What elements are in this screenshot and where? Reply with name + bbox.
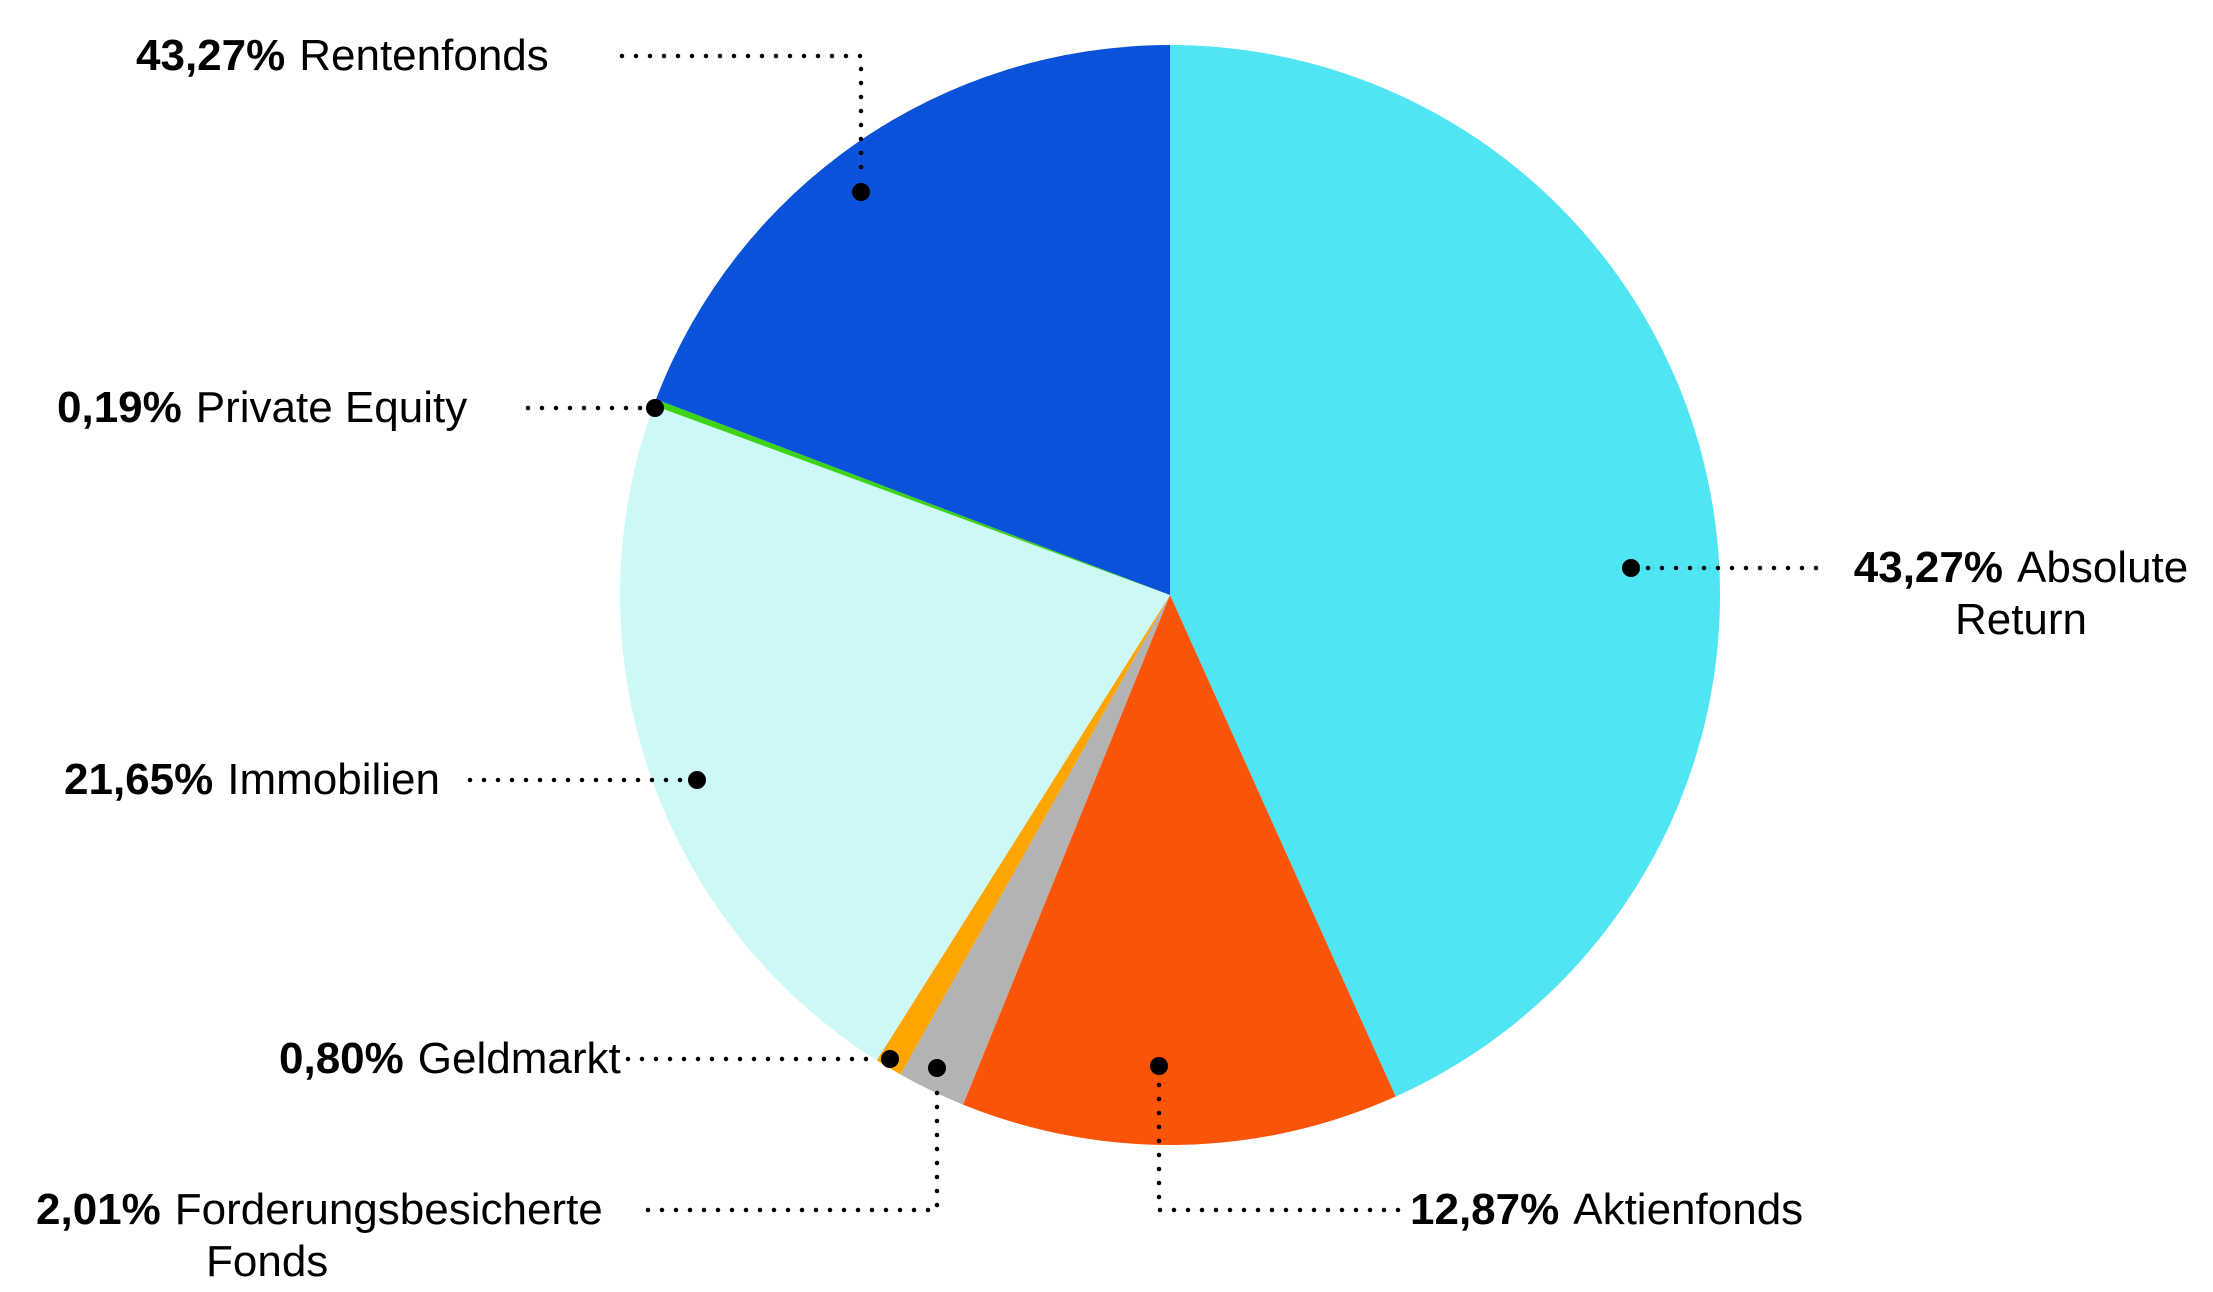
callout-private-equity-pct: 0,19% [57,383,182,432]
callout-forderungs-pct: 2,01% [36,1185,161,1234]
callout-geldmarkt-name: Geldmarkt [417,1034,621,1083]
leader-aktienfonds [1156,1079,1401,1213]
callout-absolute-line2: Return [1826,594,2213,646]
dot-private-equity [646,399,664,417]
callout-aktienfonds-pct: 12,87% [1410,1185,1560,1234]
callout-absolute-return: 43,27% Absolute Return [1826,542,2213,646]
callout-geldmarkt: 0,80% Geldmarkt [279,1033,621,1085]
pie-slice-rentenfonds [656,44,1170,595]
callout-rentenfonds-name: Rentenfonds [299,31,549,80]
pie-slice-forderungsbesicherte-fonds [900,595,1170,1105]
pie-slice-aktienfonds [963,595,1396,1146]
callout-aktienfonds-name: Aktienfonds [1573,1185,1804,1234]
pie-slice-absolute-return [1170,45,1721,1097]
dot-immobilien [688,771,706,789]
callout-forderungs-line1: 2,01% Forderungsbesicherte [36,1184,603,1236]
callout-aktienfonds: 12,87% Aktienfonds [1410,1184,1803,1236]
callout-rentenfonds-pct: 43,27% [136,31,286,80]
leader-forderungsbesicherte-fonds [645,1081,940,1213]
dot-absolute-return [1622,559,1640,577]
callout-geldmarkt-pct: 0,80% [279,1034,404,1083]
callout-forderungs-name-line2: Fonds [206,1237,329,1286]
callout-dots [646,183,1640,1077]
callout-absolute-name-line1: Absolute [2017,543,2189,592]
pie-slice-private-equity [653,399,1170,595]
pie-slice-geldmarkt [876,595,1170,1075]
callout-immobilien: 21,65% Immobilien [64,754,440,806]
callout-absolute-pct: 43,27% [1853,543,2003,592]
leader-lines [467,53,1821,1213]
callout-rentenfonds: 43,27% Rentenfonds [136,30,549,82]
dot-geldmarkt [881,1050,899,1068]
dot-forderungsbesicherte-fonds [928,1059,946,1077]
dot-rentenfonds [852,183,870,201]
pie-slice-immobilien [620,405,1170,1061]
callout-forderungsbesicherte-fonds: 2,01% Forderungsbesicherte Fonds [36,1184,603,1288]
dot-aktienfonds [1150,1057,1168,1075]
callout-private-equity-name: Private Equity [195,383,468,432]
callout-absolute-line1: 43,27% Absolute [1826,542,2213,594]
leader-rentenfonds [619,53,864,181]
callout-forderungs-name-line1: Forderungsbesicherte [174,1185,603,1234]
callout-immobilien-name: Immobilien [227,755,440,804]
callout-absolute-name-line2: Return [1954,595,2088,644]
pie [620,44,1721,1146]
callout-immobilien-pct: 21,65% [64,755,214,804]
callout-forderungs-line2: Fonds [36,1236,603,1288]
callout-private-equity: 0,19% Private Equity [57,382,467,434]
